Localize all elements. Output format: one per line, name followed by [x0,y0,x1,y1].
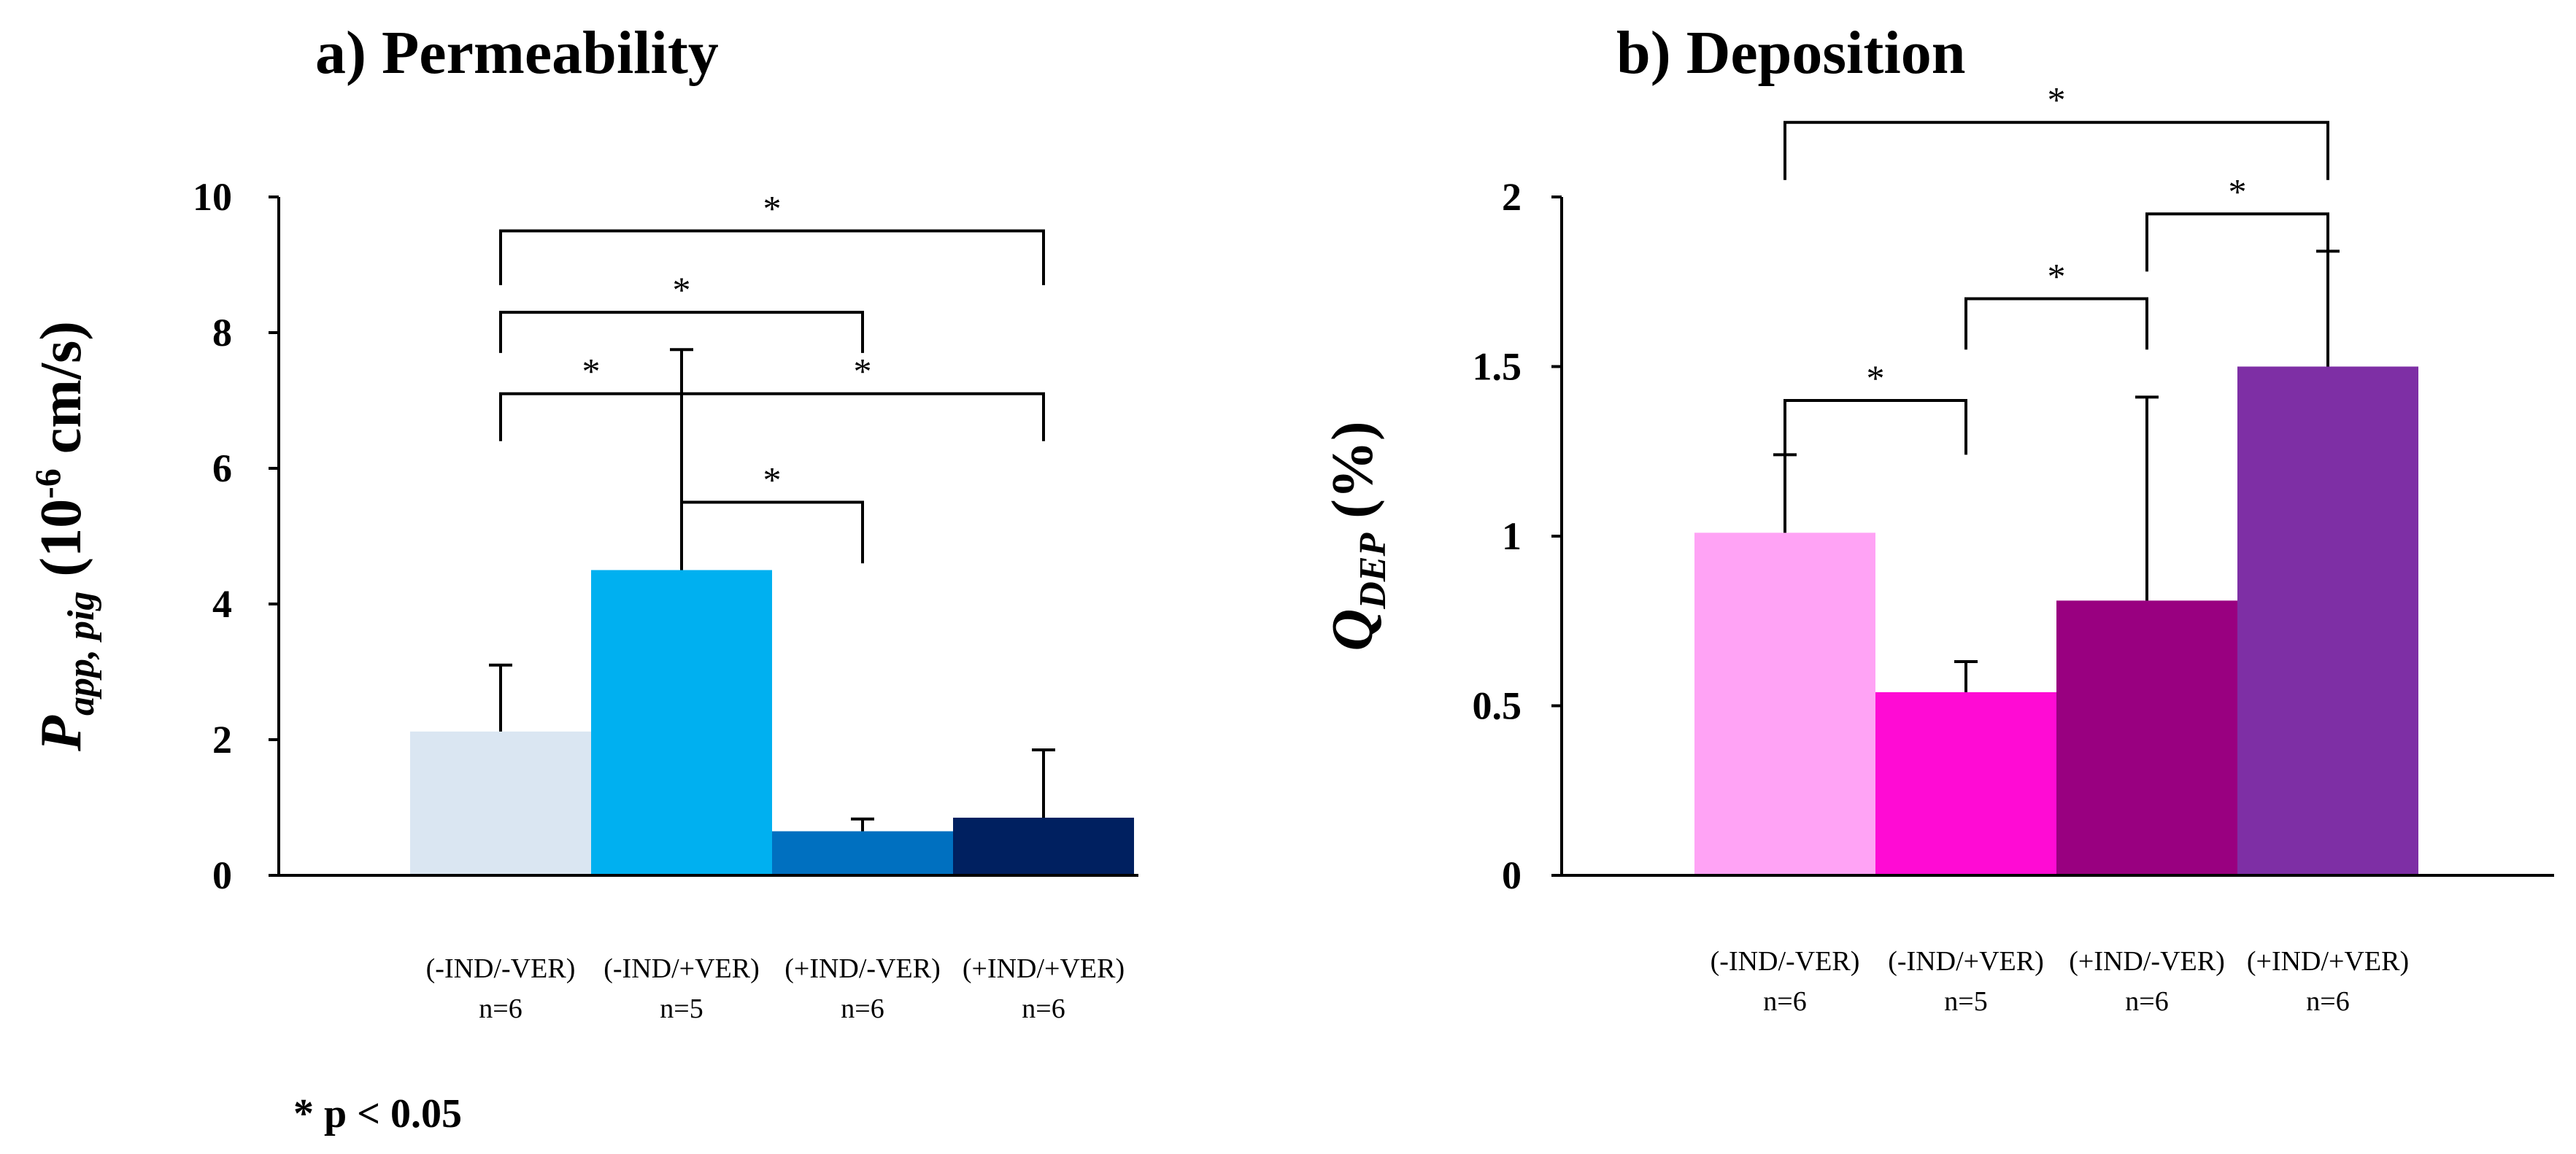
significance-bracket [680,392,1045,441]
significance-star: * [673,269,691,310]
sample-size-label: n=6 [1022,994,1065,1024]
y-tick-label: 0 [1502,853,1522,897]
y-tick-label: 4 [212,582,232,626]
y-tick-label: 6 [212,446,232,490]
significance-bracket [499,229,1045,285]
bar-1 [410,731,591,875]
y-axis-label: QDEP (%) [1321,421,1394,651]
y-tick-label: 2 [1502,175,1522,219]
y-tick-label: 2 [212,718,232,762]
significance-footnote: * p < 0.05 [293,1091,462,1136]
y-tick-label: 1 [1502,514,1522,558]
significance-star: * [582,351,601,392]
significance-star: * [1867,357,1885,398]
bar-2 [591,570,772,875]
bar-2 [1875,692,2056,875]
significance-bracket [499,392,683,441]
deposition-chart: b) Deposition 0 0.5 1 1.5 2 QDEP (%) (-IND/-VER… [1321,19,2554,1017]
category-label: (-IND/+VER) [603,953,760,984]
chart-title: a) Permeability [315,19,719,87]
sample-size-label: n=6 [1763,986,1806,1017]
y-tick-label: 0 [212,853,232,897]
bar-1 [1694,533,1875,875]
bar-4 [953,817,1134,875]
chart-title: b) Deposition [1616,19,1965,87]
significance-bracket [1964,297,2148,350]
sample-size-label: n=6 [2306,986,2349,1017]
significance-bracket [499,311,864,353]
sample-size-label: n=6 [841,994,884,1024]
category-label: (-IND/-VER) [426,953,576,984]
category-label: (+IND/+VER) [963,953,1125,984]
sample-size-label: n=5 [660,994,703,1024]
significance-bracket [680,500,864,564]
sample-size-label: n=6 [479,994,522,1024]
y-tick-label: 0.5 [1473,684,1522,728]
y-tick-label: 10 [193,175,232,219]
category-label: (+IND/-VER) [2069,946,2225,977]
sample-size-label: n=6 [2125,986,2168,1017]
category-label: (-IND/-VER) [1711,946,1860,977]
significance-star: * [763,460,782,500]
sample-size-label: n=5 [1944,986,1987,1017]
significance-star: * [854,351,872,392]
significance-star: * [763,188,782,229]
permeability-chart: a) Permeability 0 2 4 6 8 10 Papp, pig (10-6 cm… [27,19,1138,1024]
y-tick-label: 8 [212,311,232,355]
significance-bracket [1783,120,2329,180]
y-axis-label: Papp, pig (10-6 cm/s) [27,321,102,752]
bar-3 [772,831,953,875]
category-label: (-IND/+VER) [1888,946,2044,977]
significance-star: * [2048,256,2066,297]
bar-4 [2237,366,2418,875]
significance-bracket [1783,399,1967,455]
category-label: (+IND/+VER) [2247,946,2409,977]
category-label: (+IND/-VER) [784,953,941,984]
y-tick-label: 1.5 [1473,345,1522,389]
significance-star: * [2229,171,2247,212]
significance-bracket [2145,212,2329,272]
significance-star: * [2048,80,2066,120]
bar-3 [2056,600,2237,875]
